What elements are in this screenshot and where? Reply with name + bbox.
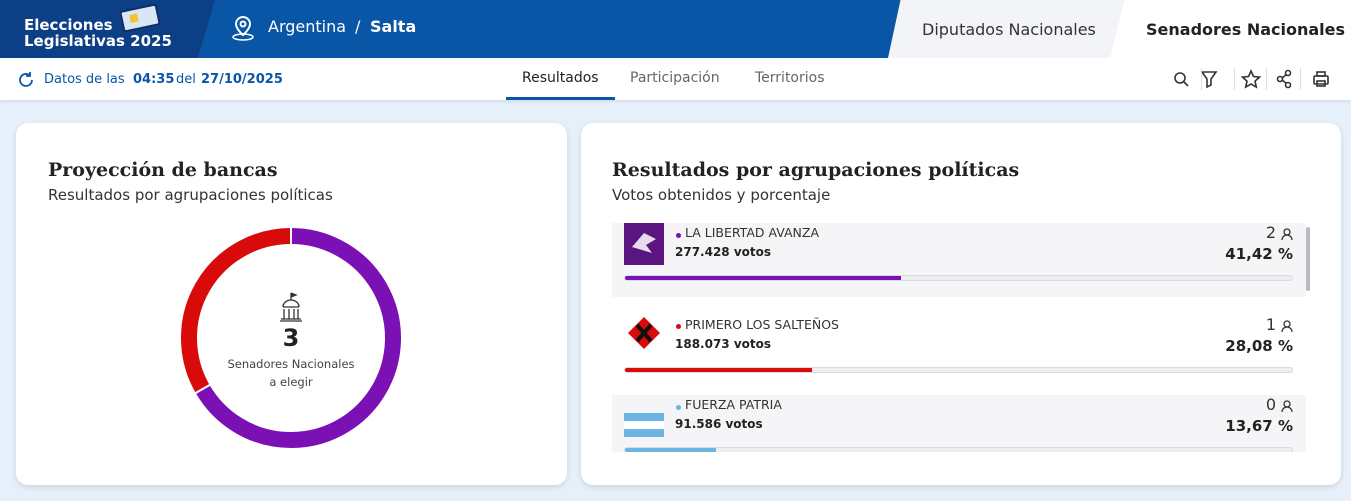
pct-track	[624, 367, 1293, 373]
card-subtitle: Votos obtenidos y porcentaje	[612, 186, 831, 204]
seat-person-icon	[1281, 320, 1293, 333]
party-dot	[676, 233, 681, 238]
party-seats: 1	[1265, 315, 1276, 334]
seat-person-icon	[1281, 400, 1293, 413]
party-pct: 13,67 %	[1225, 417, 1293, 435]
party-list: LA LIBERTAD AVANZA 277.428 votos 2 41,42 % P…	[612, 223, 1306, 452]
seat-arc	[181, 228, 292, 393]
pct-bar	[625, 448, 717, 452]
nav-tab-active[interactable]: Resultados	[522, 70, 599, 86]
ballot-icon	[119, 4, 161, 32]
seat-gap	[193, 383, 212, 395]
logo-stripe	[624, 413, 664, 421]
seat-arc	[195, 228, 401, 448]
brand-line: Elecciones	[24, 16, 113, 34]
pct-bar	[625, 368, 813, 372]
party-votes: 91.586 votos	[675, 417, 763, 431]
divider	[1201, 68, 1202, 90]
divider	[1300, 68, 1301, 90]
party-row: FUERZA PATRIA 91.586 votos 0 13,67 %	[612, 395, 1306, 452]
pct-bar	[625, 276, 902, 280]
party-dot	[676, 324, 681, 329]
card-subtitle: Resultados por agrupaciones políticas	[48, 186, 333, 204]
party-logo	[628, 317, 660, 349]
seat-caption: a elegir	[269, 375, 313, 389]
seats-card: Proyección de bancas Resultados por agru…	[16, 123, 567, 485]
country[interactable]: Argentina	[268, 17, 347, 36]
separator: /	[355, 17, 361, 36]
brand-line: Legislativas 2025	[24, 32, 172, 50]
chamber-tab-active[interactable]: Senadores Nacionales	[1110, 0, 1351, 58]
seat-caption: Senadores Nacionales	[227, 357, 354, 371]
party-pct: 28,08 %	[1225, 337, 1293, 355]
party-dot	[676, 405, 681, 410]
seat-person-icon	[1281, 228, 1293, 241]
card-title: Resultados por agrupaciones políticas	[612, 159, 1020, 181]
party-logo	[624, 223, 664, 265]
party-row: PRIMERO LOS SALTEÑOS 188.073 votos 1 28,08 …	[612, 309, 1306, 395]
pct-track	[624, 275, 1293, 281]
logo-stripe	[624, 429, 664, 437]
party-votes: 277.428 votos	[675, 245, 772, 259]
update-time: 04:35	[133, 72, 175, 87]
party-name: PRIMERO LOS SALTEÑOS	[685, 317, 839, 332]
location-icon	[232, 15, 254, 41]
chamber-tab[interactable]: Diputados Nacionales	[888, 0, 1138, 58]
update-prefix: Datos de las	[44, 72, 125, 87]
province[interactable]: Salta	[370, 17, 417, 36]
toolbar: Datos de las 04:35 del 27/10/2025 Result…	[0, 58, 1351, 100]
seat-total: 3	[283, 324, 300, 352]
nav-tab[interactable]: Territorios	[755, 70, 825, 86]
header: Elecciones Legislativas 2025 Argentina /…	[0, 0, 1351, 58]
party-row: LA LIBERTAD AVANZA 277.428 votos 2 41,42 %	[612, 223, 1306, 297]
results-card: Resultados por agrupaciones políticas Vo…	[581, 123, 1341, 485]
logo-cross	[635, 323, 653, 343]
logo-bird	[632, 233, 656, 253]
tool-icons[interactable]	[1170, 69, 1335, 89]
active-underline	[506, 97, 615, 100]
party-votes: 188.073 votos	[675, 337, 772, 351]
card-title: Proyección de bancas	[48, 159, 278, 181]
nav-tab[interactable]: Participación	[630, 70, 720, 86]
party-pct: 41,42 %	[1225, 245, 1293, 263]
party-name: LA LIBERTAD AVANZA	[685, 225, 820, 240]
update-joiner: del	[176, 72, 196, 87]
divider	[1266, 68, 1267, 90]
congress-icon	[280, 292, 302, 322]
pct-track	[624, 447, 1293, 452]
brand-box[interactable]: Elecciones Legislativas 2025	[0, 0, 215, 58]
update-date: 27/10/2025	[201, 72, 283, 87]
party-seats: 0	[1265, 395, 1276, 414]
seat-donut: 3 Senadores Nacionales a elegir	[181, 226, 401, 448]
party-name: FUERZA PATRIA	[685, 397, 782, 412]
logo-stripe	[624, 421, 664, 429]
scrollbar[interactable]	[1306, 227, 1310, 291]
party-seats: 2	[1265, 223, 1276, 242]
divider	[1234, 68, 1235, 90]
party-logo	[624, 413, 664, 437]
refresh-icon	[19, 72, 33, 87]
